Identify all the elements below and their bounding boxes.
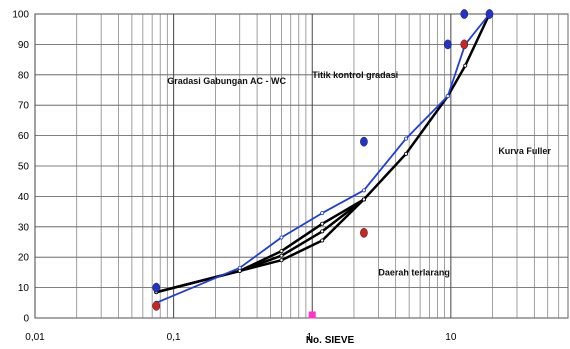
x-axis-tick-labels: 0,01 0,1 1 10 [25, 332, 457, 343]
control-point [153, 283, 160, 292]
control-point [486, 9, 493, 18]
series-vertex [280, 250, 283, 253]
series-vertex [321, 230, 324, 233]
annotation: Daerah terlarang [378, 267, 450, 277]
x-tick-label: 0,1 [167, 332, 181, 343]
series-vertex [280, 259, 283, 262]
marker-square [309, 311, 316, 318]
annotation: Titik kontrol gradasi [312, 70, 398, 80]
series-vertex [464, 64, 467, 67]
control-point [444, 40, 451, 49]
series-vertex [362, 198, 365, 201]
y-tick-label: 60 [18, 131, 30, 142]
x-axis-label: No. SIEVE [306, 335, 355, 346]
annotation: Kurva Fuller [498, 146, 551, 156]
y-tick-label: 10 [18, 283, 30, 294]
control-point [360, 137, 367, 146]
y-tick-label: 70 [18, 101, 30, 112]
series-vertex [321, 212, 324, 215]
series-vertex [238, 266, 241, 269]
series-vertex [362, 189, 365, 192]
annotation: Gradasi Gabungan AC - WC [167, 76, 286, 86]
series-vertex [321, 239, 324, 242]
control-point [153, 301, 160, 310]
y-axis-tick-labels: 0 10 20 30 40 50 60 70 80 90 100 [12, 10, 29, 325]
series-vertex [321, 222, 324, 225]
y-tick-label: 0 [23, 314, 29, 325]
y-tick-label: 50 [18, 162, 30, 173]
series-vertex [404, 152, 407, 155]
x-tick-label: 10 [445, 332, 457, 343]
series-vertex [404, 137, 407, 140]
series-vertex [280, 236, 283, 239]
x-tick-label: 0,01 [25, 332, 45, 343]
series-vertex [280, 254, 283, 257]
control-point [461, 9, 468, 18]
y-tick-label: 40 [18, 192, 30, 203]
y-tick-label: 80 [18, 70, 30, 81]
grid-lines [35, 14, 568, 318]
y-tick-label: 100 [12, 10, 29, 21]
y-tick-label: 20 [18, 253, 30, 264]
series-vertex [446, 94, 449, 97]
y-tick-label: 30 [18, 222, 30, 233]
control-point [360, 228, 367, 237]
control-point [461, 40, 468, 49]
y-tick-label: 90 [18, 40, 30, 51]
